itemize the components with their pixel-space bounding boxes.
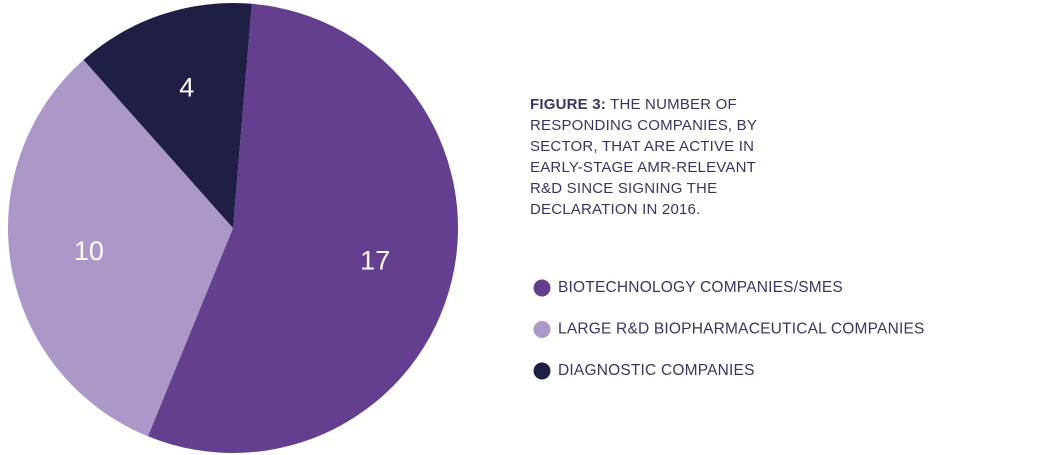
figure-label: FIGURE 3: [530, 96, 606, 113]
legend-label: LARGE R&D BIOPHARMACEUTICAL COMPANIES [558, 321, 925, 338]
legend-swatch [533, 321, 551, 338]
pie-slice [147, 3, 458, 454]
slice-label: 17 [360, 245, 390, 275]
slice-label: 10 [74, 236, 104, 266]
legend-swatch [533, 362, 551, 380]
chart-title: THE NUMBER OF RESPONDING COMPANIES, BY S… [530, 96, 757, 218]
pie-slice [83, 3, 252, 229]
chart-title-block: FIGURE 3: THE NUMBER OF RESPONDING COMPA… [530, 94, 792, 220]
pie-slice [7, 59, 233, 437]
legend-label: BIOTECHNOLOGY COMPANIES/SMES [558, 279, 843, 296]
slice-label: 4 [179, 72, 194, 102]
legend-label: DIAGNOSTIC COMPANIES [558, 362, 755, 379]
legend-swatch [533, 279, 551, 297]
